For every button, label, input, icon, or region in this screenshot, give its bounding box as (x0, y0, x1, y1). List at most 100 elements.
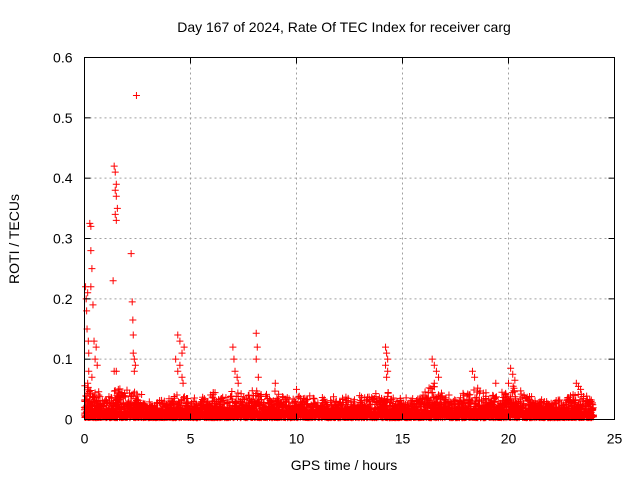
data-point (112, 216, 120, 224)
x-tick-label: 10 (289, 431, 305, 447)
data-point (432, 367, 440, 375)
data-point (95, 388, 103, 396)
chart-title: Day 167 of 2024, Rate Of TEC Index for r… (177, 19, 511, 35)
data-point (253, 343, 261, 351)
data-point (87, 387, 95, 395)
x-tick-label: 15 (395, 431, 411, 447)
data-point (132, 92, 140, 100)
data-point (130, 367, 138, 375)
data-point (234, 379, 242, 387)
data-point (254, 373, 262, 381)
data-point (82, 392, 90, 400)
data-point (138, 391, 146, 399)
y-tick-label: 0.6 (53, 50, 73, 66)
data-point (228, 387, 236, 395)
data-point (92, 343, 100, 351)
data-point (252, 355, 260, 363)
data-point (172, 355, 180, 363)
data-point (85, 367, 93, 375)
data-point (230, 355, 238, 363)
data-point (179, 394, 187, 402)
data-point (174, 331, 182, 339)
data-point (116, 385, 124, 393)
data-point (176, 337, 184, 345)
x-tick-label: 20 (501, 431, 517, 447)
data-point (233, 373, 241, 381)
data-point (86, 219, 94, 227)
data-point (178, 373, 186, 381)
data-point (184, 394, 192, 402)
data-point (87, 222, 95, 230)
data-point (90, 337, 98, 345)
data-point (85, 349, 93, 357)
data-point (471, 373, 479, 381)
data-point (492, 379, 500, 387)
data-point (128, 298, 136, 306)
data-point (511, 376, 519, 384)
data-point (211, 389, 219, 397)
y-tick-label: 0 (65, 412, 73, 428)
data-point (91, 389, 99, 397)
data-point (87, 283, 95, 291)
data-point (271, 379, 279, 387)
x-tick-label: 5 (187, 431, 195, 447)
data-point (173, 391, 181, 399)
data-point (111, 387, 119, 395)
data-point (384, 389, 392, 397)
data-point (178, 397, 186, 405)
data-point (130, 355, 138, 363)
y-tick-label: 0.1 (53, 351, 73, 367)
grid-lines (84, 57, 615, 420)
data-point (91, 355, 99, 363)
x-axis: 0 5 10 15 20 25 (81, 57, 623, 447)
data-point (430, 361, 438, 369)
data-point (129, 349, 137, 357)
data-point (435, 373, 443, 381)
data-point (160, 397, 168, 405)
data-point (87, 247, 95, 255)
data-point (84, 289, 92, 297)
data-point (89, 301, 97, 309)
data-point (85, 387, 93, 395)
data-point (131, 361, 139, 369)
data-point (382, 343, 390, 351)
y-axis-title: ROTI / TECUs (6, 194, 22, 284)
data-point (127, 250, 135, 258)
data-point (509, 370, 517, 378)
y-tick-label: 0.4 (53, 170, 73, 186)
data-point (384, 367, 392, 375)
x-axis-title: GPS time / hours (291, 457, 398, 473)
data-point (108, 394, 116, 402)
y-tick-label: 0.2 (53, 291, 73, 307)
data-point (112, 192, 120, 200)
data-point (111, 210, 119, 218)
data-point (327, 397, 335, 405)
data-point (507, 364, 515, 372)
data-point (111, 186, 119, 194)
data-point (178, 349, 186, 357)
data-point (109, 277, 117, 285)
data-point (180, 343, 188, 351)
data-points (80, 92, 597, 422)
data-point (384, 355, 392, 363)
data-point (425, 384, 433, 392)
x-tick-label: 0 (81, 431, 89, 447)
data-point (179, 379, 187, 387)
data-point (112, 180, 120, 188)
data-point (293, 385, 300, 393)
data-point (111, 168, 119, 176)
data-point (468, 367, 476, 375)
x-tick-label: 25 (607, 431, 623, 447)
data-point (88, 373, 96, 381)
data-point (382, 361, 390, 369)
data-point (169, 399, 177, 407)
data-point (229, 343, 237, 351)
data-point (129, 316, 137, 324)
data-point (383, 373, 391, 381)
data-point (121, 393, 129, 401)
data-point (129, 331, 137, 339)
data-point (430, 379, 438, 387)
data-point (231, 367, 239, 375)
data-point (190, 394, 198, 402)
